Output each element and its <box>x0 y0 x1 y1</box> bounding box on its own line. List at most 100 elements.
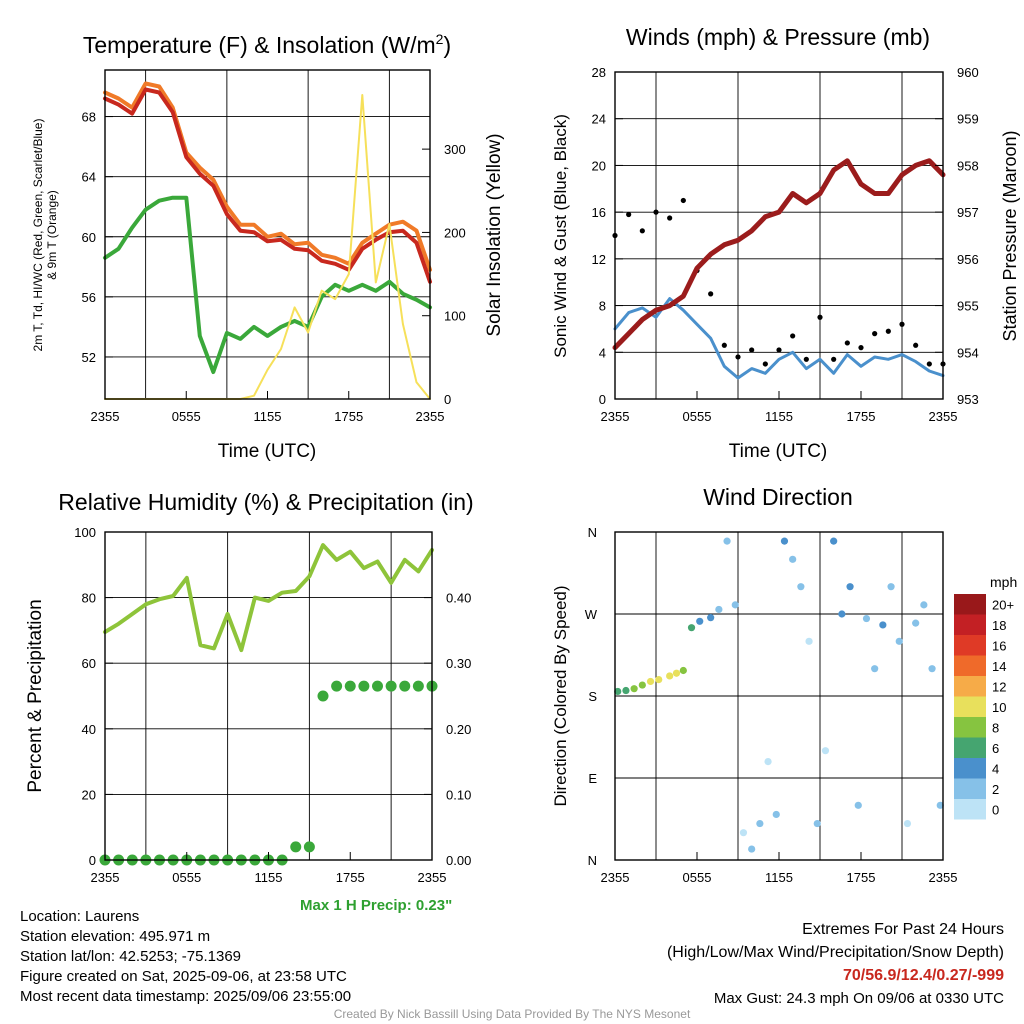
recent-timestamp: Most recent data timestamp: 2025/09/06 2… <box>20 988 352 1005</box>
extremes-values: 70/56.9/12.4/0.27/-999 <box>842 967 1004 984</box>
direction-point-20 <box>780 537 789 545</box>
gust-point-5 <box>680 197 686 204</box>
rh-panel: Relative Humidity (%) & Precipitation (i… <box>25 489 474 885</box>
y2-tick-label-5: 958 <box>957 158 979 173</box>
figure-created: Figure created on Sat, 2025-09-06, at 23… <box>20 968 347 985</box>
x-tick-label-1: 0555 <box>172 409 201 424</box>
x-tick-label-0: 2355 <box>91 870 120 885</box>
gust-point-8 <box>721 342 727 348</box>
gust-point-4 <box>667 215 673 221</box>
colorbar-swatch-4 <box>954 717 986 738</box>
temp-series-green <box>103 195 432 374</box>
station-info: Location: Laurens Station elevation: 495… <box>20 907 351 1007</box>
colorbar-label-4: 8 <box>992 720 999 735</box>
y-tick-label-2: 40 <box>82 722 96 737</box>
y-tick-label-5: 20 <box>592 158 606 173</box>
x-tick-label-4: 2355 <box>929 870 958 885</box>
gust-point-21 <box>899 321 905 327</box>
x-tick-label-3: 1755 <box>334 409 363 424</box>
direction-point-17 <box>756 819 764 828</box>
y2-tick-label-4: 0.40 <box>446 591 471 606</box>
y2-tick-label-0: 953 <box>957 392 979 407</box>
temperature-panel: Temperature (F) & Insolation (W/m2) 52 56… <box>31 31 505 462</box>
gust-point-2 <box>639 228 645 234</box>
x-tick-label-0: 2355 <box>91 409 120 424</box>
direction-point-18 <box>764 758 772 766</box>
colorbar-label-10: 20+ <box>992 597 1014 612</box>
x-tick-label-3: 1755 <box>847 870 876 885</box>
gust-point-16 <box>831 356 837 362</box>
gust-point-18 <box>858 345 864 351</box>
direction-point-6 <box>666 672 674 680</box>
pressure-ylabel: Station Pressure (Maroon) <box>1000 130 1020 341</box>
y-tick-label-3: 64 <box>82 170 96 185</box>
rh-ylabel: Percent & Precipitation <box>25 599 46 792</box>
winds-title: Winds (mph) & Pressure (mb) <box>626 24 930 50</box>
precip-point-17 <box>331 680 343 692</box>
colorbar-swatch-2 <box>954 758 986 779</box>
extremes-box: Extremes For Past 24 Hours (High/Low/Max… <box>667 918 1004 1010</box>
x-tick-label-1: 0555 <box>683 409 712 424</box>
max-gust: Max Gust: 24.3 mph On 09/06 at 0330 UTC <box>713 990 1004 1007</box>
y2-tick-label-3: 956 <box>957 252 979 267</box>
precip-point-20 <box>372 680 383 692</box>
wind-direction-title: Wind Direction <box>703 484 853 510</box>
direction-point-33 <box>887 583 895 591</box>
gust-point-3 <box>653 209 659 215</box>
direction-point-2 <box>630 685 638 693</box>
x-tick-label-2: 1155 <box>765 870 793 885</box>
gust-point-1 <box>626 211 632 218</box>
colorbar-swatch-0 <box>954 799 986 820</box>
x-tick-label-2: 1155 <box>254 409 282 424</box>
y2-tick-label-4: 957 <box>957 205 979 220</box>
x-tick-label-3: 1755 <box>336 870 365 885</box>
temp-series-red <box>103 87 432 284</box>
colorbar-swatch-1 <box>954 778 986 799</box>
gust-point-10 <box>749 347 755 353</box>
direction-point-21 <box>789 555 797 563</box>
gust-point-13 <box>790 333 796 339</box>
direction-point-28 <box>846 583 854 591</box>
direction-point-30 <box>862 614 871 623</box>
gust-point-12 <box>776 347 782 353</box>
direction-point-24 <box>813 819 821 828</box>
colorbar-swatch-6 <box>954 676 986 697</box>
direction-point-36 <box>912 619 920 627</box>
direction-point-23 <box>805 637 813 645</box>
y2-tick-label-3: 300 <box>444 142 466 157</box>
y-tick-label-3: 12 <box>592 252 606 267</box>
dir-tick-label-4: N <box>588 525 597 540</box>
station-elevation: Station elevation: 495.971 m <box>20 928 211 945</box>
x-tick-label-1: 0555 <box>172 870 201 885</box>
temperature-ylabel-line1: 2m T, Td, HI/WC (Red, Green, Scarlet/Blu… <box>31 119 45 352</box>
direction-point-34 <box>895 637 903 645</box>
x-tick-label-0: 2355 <box>601 870 630 885</box>
winds-xlabel: Time (UTC) <box>729 441 828 462</box>
precip-point-14 <box>290 841 302 853</box>
precip-point-19 <box>358 680 370 692</box>
wind-series-maroon <box>612 158 946 351</box>
y2-tick-label-1: 0.10 <box>446 787 471 802</box>
y2-tick-label-6: 959 <box>957 112 979 127</box>
x-tick-label-2: 1155 <box>255 870 283 885</box>
direction-point-14 <box>731 601 739 609</box>
gust-point-23 <box>926 361 932 367</box>
direction-point-29 <box>854 801 862 809</box>
colorbar-label-1: 2 <box>992 782 999 797</box>
colorbar-label-9: 18 <box>992 618 1006 633</box>
precip-point-15 <box>303 841 315 853</box>
direction-point-10 <box>696 617 704 625</box>
direction-point-12 <box>715 605 723 614</box>
gust-point-22 <box>913 342 919 348</box>
y-tick-label-0: 0 <box>89 853 96 868</box>
temperature-ylabel-line2: & 9m T (Orange) <box>45 190 59 280</box>
y2-tick-label-2: 0.20 <box>446 722 471 737</box>
colorbar-swatch-10 <box>954 594 986 615</box>
rh-plot-frame <box>104 531 433 861</box>
station-latlon: Station lat/lon: 42.5253; -75.1369 <box>20 948 242 965</box>
max-precip-annotation: Max 1 H Precip: 0.23" <box>300 897 453 914</box>
gust-point-9 <box>735 354 741 360</box>
direction-point-1 <box>622 686 630 695</box>
direction-point-38 <box>928 665 936 673</box>
direction-point-39 <box>936 801 944 809</box>
